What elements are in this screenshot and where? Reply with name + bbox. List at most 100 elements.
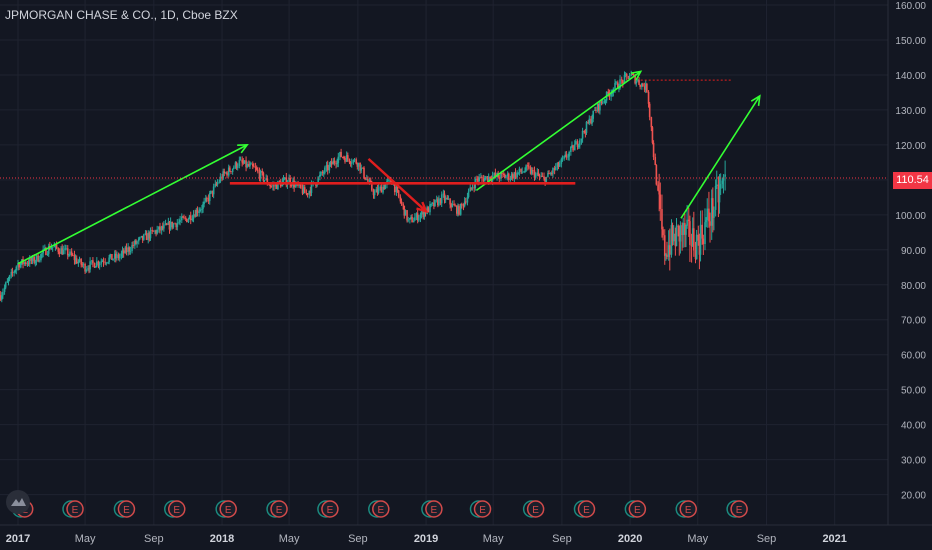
candle-body [494,173,497,177]
green-trend-arrow-head [630,70,643,81]
candle-body [687,219,690,222]
candle-body [473,187,475,189]
candle-body [679,225,682,242]
candle-body [245,160,247,168]
tradingview-logo[interactable] [6,490,30,514]
candle-body [456,206,458,214]
candle-body [717,184,720,203]
candle-body [320,171,322,175]
candle-body [68,254,70,256]
candle-body [149,229,152,239]
candle-body [622,80,624,84]
candle-body [705,220,707,223]
candle-body [302,187,305,194]
candle-body [196,209,199,213]
candle-body [266,178,269,184]
candle-body [108,257,110,263]
candle-body [194,214,197,217]
candle-body [88,268,90,270]
candle-body [594,110,596,112]
earnings-marker-letter: E [276,505,283,516]
candle-body [223,171,226,174]
candle-body [619,79,621,89]
candle-body [560,159,563,164]
candle-body [188,215,191,220]
candle-body [677,225,679,227]
earnings-marker-letter: E [72,505,79,516]
candle-body [706,208,709,221]
candle-body [681,225,683,236]
x-tick-label: 2019 [414,533,438,545]
candle-body [580,138,583,141]
candle-body [588,118,591,124]
candle-body [73,255,76,261]
candle-body [282,179,285,182]
candle-body [641,83,643,87]
candle-body [142,234,145,240]
candle-body [208,192,211,202]
candle-body [131,245,133,251]
candle-body [310,183,313,194]
candle-body [172,223,175,228]
candle-body [518,168,521,173]
candle-body [229,167,231,172]
candle-body [511,174,514,179]
candle-body [689,221,691,245]
green-trend-arrow [17,144,248,265]
candle-body [505,176,507,178]
y-tick-label: 150.00 [895,36,926,47]
candle-body [430,204,432,205]
candle-body [487,176,490,182]
candle-body [38,260,41,262]
y-tick-label: 130.00 [895,106,926,117]
candle-body [369,180,372,183]
candle-body [654,157,657,165]
candle-body [147,232,150,240]
candle-body [724,174,726,177]
candle-body [514,172,517,178]
candle-body [691,228,694,246]
candle-body [554,166,557,171]
candle-body [366,179,368,181]
candle-body [243,160,246,164]
candle-body [124,247,127,254]
y-tick-label: 60.00 [901,351,926,362]
candle-body [478,177,480,182]
current-price-tag: 110.54 [893,172,932,189]
candle-body [176,222,179,228]
candle-body [470,187,473,189]
candle-body [652,142,655,158]
candle-body [659,194,662,210]
earnings-marker-letter: E [327,505,334,516]
x-tick-label: May [75,533,96,545]
candle-body [693,228,695,251]
candle-body [551,173,553,174]
candle-body [377,188,380,193]
candle-body [710,198,713,226]
candle-body [303,187,306,194]
candle-body [263,180,266,181]
candle-body [422,210,425,218]
candle-body [239,159,242,161]
candle-body [697,234,700,241]
candle-body [212,186,215,195]
candle-body [89,261,91,270]
candle-body [158,226,160,230]
candle-body [6,281,9,283]
candle-body [324,167,326,173]
candle-body [352,160,355,163]
candle-body [647,91,650,104]
candle-body [481,177,483,179]
candle-body [169,221,172,230]
candle-body [326,165,329,171]
candle-body [625,74,628,76]
candle-body [462,204,465,207]
candle-body [410,216,412,218]
candle-body [423,211,426,218]
y-tick-label: 100.00 [895,211,926,222]
candle-body [446,197,449,200]
candle-body [395,186,398,193]
candle-body [564,154,567,157]
candle-body [529,167,532,174]
